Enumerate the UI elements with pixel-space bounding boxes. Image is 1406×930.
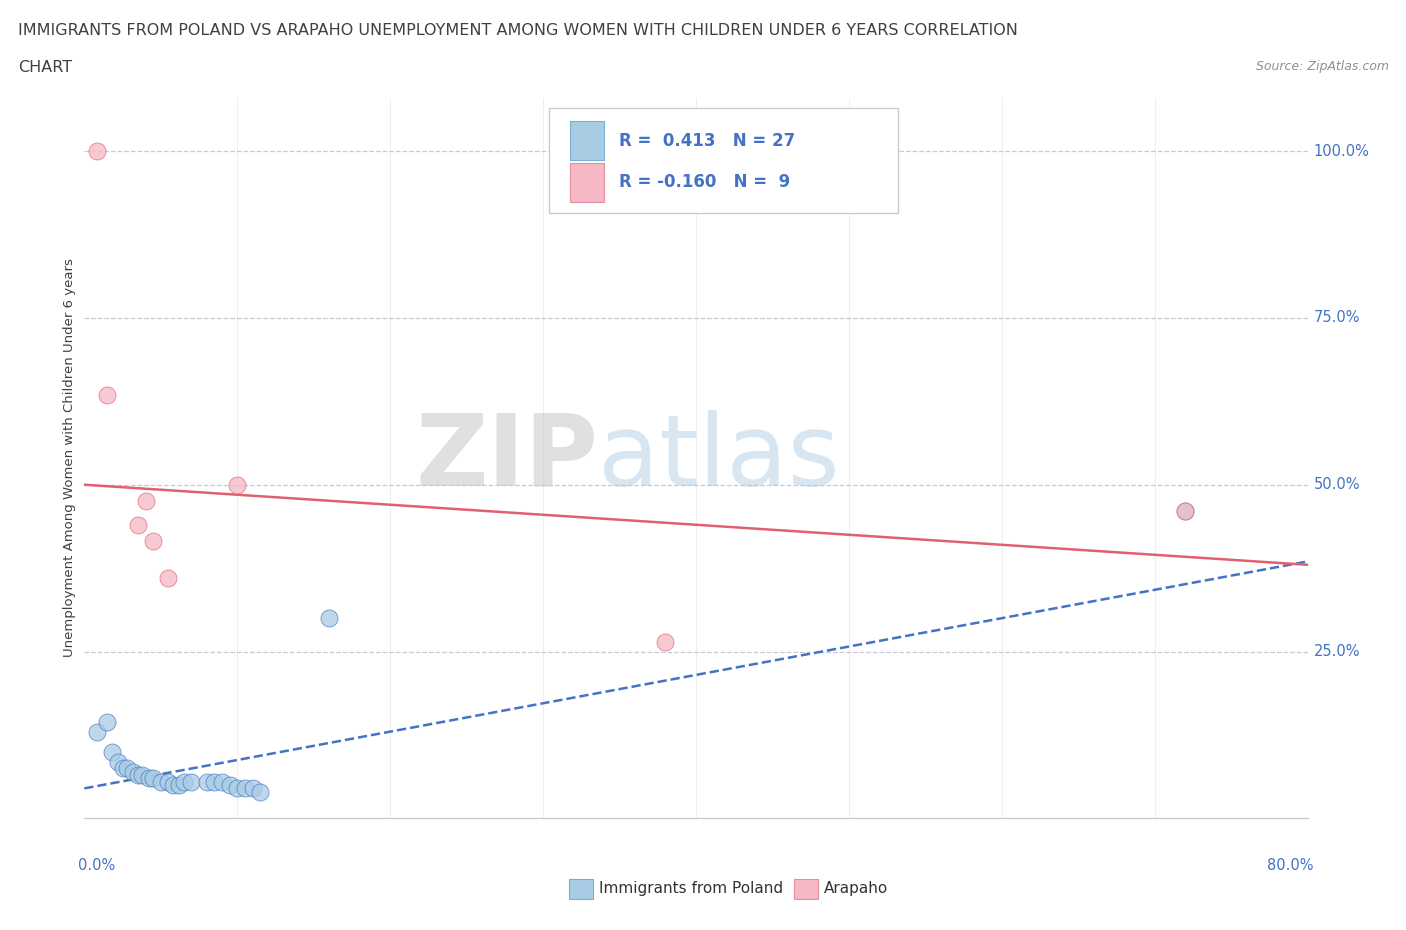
Text: 50.0%: 50.0%: [1313, 477, 1360, 492]
Point: [142, 771, 165, 786]
Point: [101, 744, 124, 759]
Point: [127, 517, 149, 532]
Point: [138, 771, 160, 786]
Point: [226, 781, 249, 796]
Point: [157, 775, 180, 790]
Point: [96, 387, 118, 402]
Point: [249, 784, 271, 799]
Text: ZIP: ZIP: [415, 409, 598, 507]
Point: [654, 634, 676, 649]
Text: atlas: atlas: [598, 409, 839, 507]
Text: 25.0%: 25.0%: [1313, 644, 1360, 659]
Point: [173, 775, 195, 790]
Point: [111, 761, 134, 776]
Text: 75.0%: 75.0%: [1313, 311, 1360, 325]
Text: Arapaho: Arapaho: [824, 881, 889, 896]
Point: [96, 714, 118, 729]
Point: [135, 494, 157, 509]
FancyBboxPatch shape: [569, 121, 605, 160]
Point: [107, 754, 129, 769]
Text: 100.0%: 100.0%: [1313, 143, 1369, 158]
Point: [195, 775, 218, 790]
Point: [149, 775, 172, 790]
Point: [131, 767, 153, 782]
Point: [1174, 504, 1197, 519]
Point: [115, 761, 138, 776]
Point: [318, 611, 340, 626]
Text: Immigrants from Poland: Immigrants from Poland: [599, 881, 783, 896]
Point: [202, 775, 225, 790]
Point: [180, 775, 202, 790]
Text: Source: ZipAtlas.com: Source: ZipAtlas.com: [1256, 60, 1389, 73]
Point: [233, 781, 256, 796]
Point: [142, 534, 165, 549]
Text: R = -0.160   N =  9: R = -0.160 N = 9: [619, 173, 790, 192]
Text: 0.0%: 0.0%: [79, 858, 115, 873]
Point: [1174, 504, 1197, 519]
Text: CHART: CHART: [18, 60, 72, 75]
FancyBboxPatch shape: [569, 163, 605, 202]
Point: [86, 143, 108, 158]
Y-axis label: Unemployment Among Women with Children Under 6 years: Unemployment Among Women with Children U…: [63, 259, 76, 658]
Point: [218, 777, 240, 792]
FancyBboxPatch shape: [550, 109, 898, 213]
Text: 80.0%: 80.0%: [1267, 858, 1313, 873]
Point: [157, 571, 180, 586]
Point: [122, 764, 145, 779]
Point: [167, 777, 190, 792]
Point: [242, 781, 264, 796]
Point: [211, 775, 233, 790]
Text: R =  0.413   N = 27: R = 0.413 N = 27: [619, 131, 796, 150]
Point: [86, 724, 108, 739]
Point: [127, 767, 149, 782]
Text: IMMIGRANTS FROM POLAND VS ARAPAHO UNEMPLOYMENT AMONG WOMEN WITH CHILDREN UNDER 6: IMMIGRANTS FROM POLAND VS ARAPAHO UNEMPL…: [18, 23, 1018, 38]
Point: [226, 477, 249, 492]
Point: [162, 777, 184, 792]
